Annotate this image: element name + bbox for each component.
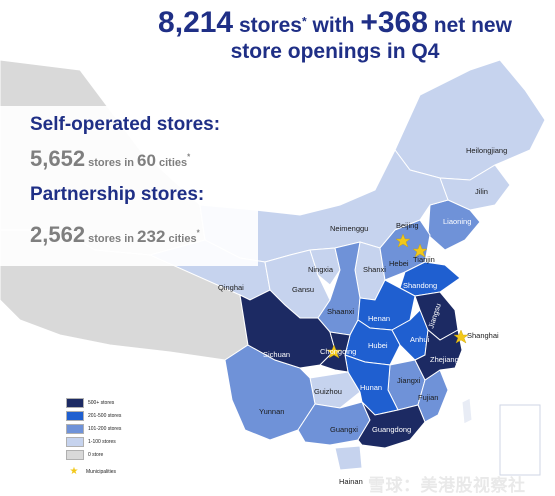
- legend-item-municipalities: ★ Municipalities: [66, 465, 121, 478]
- label-qinghai: Qinghai: [218, 283, 244, 292]
- headline-with: with: [306, 14, 361, 37]
- star-icon-tianjin: [412, 243, 428, 258]
- label-ningxia: Ningxia: [308, 265, 334, 274]
- legend-item-500plus: 500+ stores: [66, 396, 121, 409]
- legend-item-101-200: 101-200 stores: [66, 422, 121, 435]
- region-heilongjiang: [394, 59, 546, 181]
- label-zhejiang: Zhejiang: [430, 355, 459, 364]
- legend-item-1-100: 1-100 stores: [66, 435, 121, 448]
- label-fujian: Fujian: [418, 393, 438, 402]
- partnership-label: Partnership stores:: [30, 184, 205, 205]
- self-operated-cities: 60: [137, 151, 156, 170]
- self-operated-text2: cities: [155, 157, 188, 169]
- self-operated-text1: stores in: [85, 157, 138, 169]
- legend-label: 201-500 stores: [88, 412, 122, 419]
- partnership-stat: 2,562 stores in 232 cities*: [30, 222, 200, 248]
- star-icon: ★: [69, 465, 79, 477]
- legend-swatch: [66, 449, 84, 460]
- legend-municipalities-label: Municipalities: [86, 468, 117, 475]
- headline-total-text: stores: [233, 14, 302, 37]
- label-jilin: Jilin: [475, 187, 488, 196]
- label-henan: Henan: [368, 314, 390, 323]
- label-heilongjiang: Heilongjiang: [466, 146, 507, 155]
- region-ningxia: [309, 247, 341, 286]
- label-shanghai: Shanghai: [467, 331, 499, 340]
- label-guizhou: Guizhou: [314, 387, 342, 396]
- region-hebei: [379, 219, 431, 281]
- legend-swatch: [66, 436, 84, 447]
- label-shaanxi: Shaanxi: [327, 307, 354, 316]
- label-chongqing: Chongqing: [320, 347, 356, 356]
- partnership-text1: stores in: [85, 233, 138, 245]
- headline-line1: 8,214 stores* with +368 net new: [120, 6, 550, 40]
- self-operated-asterisk: *: [187, 152, 191, 162]
- headline-net-new-text: net new: [427, 14, 512, 37]
- legend-item-201-500: 201-500 stores: [66, 409, 121, 422]
- legend-label: 101-200 stores: [88, 425, 122, 432]
- self-operated-count: 5,652: [30, 146, 86, 171]
- watermark: 雪球：美港股视察社: [368, 476, 526, 495]
- partnership-count: 2,562: [30, 222, 86, 247]
- label-jiangxi: Jiangxi: [397, 376, 421, 385]
- headline-total: 8,214: [158, 6, 234, 39]
- store-summary-panel: Self-operated stores: 5,652 stores in 60…: [0, 106, 258, 266]
- partnership-text2: cities: [165, 233, 197, 245]
- legend-swatch: [66, 397, 84, 408]
- region-liaoning: [427, 199, 481, 251]
- label-beijing: Beijing: [396, 221, 419, 230]
- label-shandong: Shandong: [403, 281, 437, 290]
- star-icon-shanghai: [453, 329, 469, 344]
- legend-label: 0 store: [88, 451, 104, 458]
- legend-item-0: 0 store: [66, 448, 121, 461]
- label-guangxi: Guangxi: [330, 425, 358, 434]
- partnership-asterisk: *: [196, 228, 200, 238]
- region-guangdong: [357, 401, 426, 449]
- label-hainan: Hainan: [339, 477, 363, 486]
- self-operated-label: Self-operated stores:: [30, 114, 221, 135]
- municipality-stars: [326, 233, 469, 359]
- region-zhejiang: [414, 329, 463, 381]
- headline-asterisk: *: [302, 14, 307, 29]
- legend-swatch: [66, 423, 84, 434]
- label-liaoning: Liaoning: [443, 217, 471, 226]
- label-neimenggu: Neimenggu: [330, 224, 368, 233]
- region-hainan: [334, 445, 363, 471]
- label-hebei: Hebei: [389, 259, 409, 268]
- self-operated-stat: 5,652 stores in 60 cities*: [30, 146, 190, 172]
- label-hubei: Hubei: [368, 341, 388, 350]
- label-yunnan: Yunnan: [259, 407, 284, 416]
- headline-net-new: +368: [360, 6, 428, 39]
- legend-label: 1-100 stores: [88, 438, 116, 445]
- label-shanxi: Shanxi: [363, 265, 386, 274]
- star-icon-chongqing: [326, 344, 342, 359]
- legend-label: 500+ stores: [88, 399, 115, 406]
- label-tianjin: Tianjin: [413, 255, 435, 264]
- label-guangdong: Guangdong: [372, 425, 411, 434]
- star-icon-beijing: [395, 233, 411, 248]
- label-gansu: Gansu: [292, 285, 314, 294]
- map-legend: 500+ stores 201-500 stores 101-200 store…: [66, 396, 121, 478]
- label-sichuan: Sichuan: [263, 350, 290, 359]
- legend-swatch: [66, 410, 84, 421]
- headline: 8,214 stores* with +368 net new store op…: [120, 6, 550, 63]
- partnership-cities: 232: [137, 227, 166, 246]
- label-anhui: Anhui: [410, 335, 430, 344]
- south-china-sea-inset: [499, 404, 541, 476]
- label-hunan: Hunan: [360, 383, 382, 392]
- region-taiwan: [461, 397, 473, 425]
- headline-line2: store openings in Q4: [230, 39, 440, 63]
